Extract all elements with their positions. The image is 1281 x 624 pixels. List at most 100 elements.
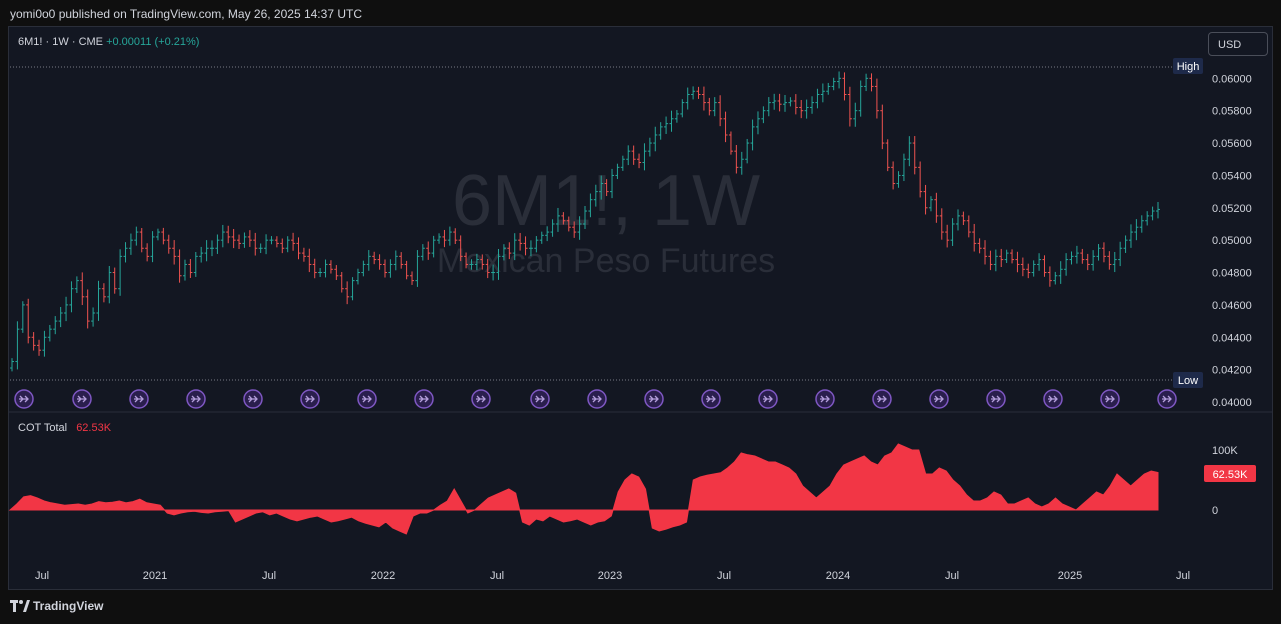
candle (150, 231, 155, 263)
candle (442, 229, 447, 248)
economic-event-icon[interactable] (14, 389, 34, 409)
cot-legend-name: COT Total (18, 422, 68, 434)
price-axis[interactable]: 0.04200 0.04400 0.04600 0.04800 0.05000 0.052… (1212, 73, 1252, 409)
time-tick-label: Jul (490, 570, 504, 582)
candle (426, 241, 431, 260)
economic-event-icon[interactable] (530, 389, 550, 409)
economic-event-icon[interactable] (1157, 389, 1177, 409)
time-tick-label: 2021 (143, 570, 167, 582)
candle (74, 276, 79, 293)
candle (728, 131, 733, 155)
candle (204, 240, 209, 262)
candle (312, 258, 317, 279)
cot-axis[interactable]: 100K 0 (1212, 445, 1238, 517)
candle (1026, 263, 1031, 279)
economic-event-icon[interactable] (72, 389, 92, 409)
candle (599, 175, 604, 200)
candle (485, 258, 490, 279)
publish-info: yomi0o0 published on TradingView.com, Ma… (10, 7, 362, 21)
candle (58, 306, 63, 328)
candle (891, 161, 896, 190)
candle (1118, 241, 1123, 267)
candle (745, 138, 750, 164)
candle (453, 228, 458, 244)
economic-event-icon[interactable] (758, 389, 778, 409)
event-markers[interactable] (14, 389, 1177, 409)
candle (91, 307, 96, 327)
tradingview-logo-icon (10, 600, 30, 612)
candle (1042, 255, 1047, 277)
symbol-legend[interactable]: 6M1! · 1W · CME +0.00011 (+0.21%) (18, 36, 200, 48)
candle (345, 281, 350, 305)
economic-event-icon[interactable] (357, 389, 377, 409)
candle (1139, 215, 1144, 233)
price-tick-label: 0.06000 (1212, 73, 1252, 85)
candle (193, 251, 198, 277)
candle (810, 96, 815, 114)
candle (545, 226, 550, 242)
candle (480, 254, 485, 270)
time-tick-label: 2022 (371, 570, 395, 582)
economic-event-icon[interactable] (986, 389, 1006, 409)
economic-event-icon[interactable] (1100, 389, 1120, 409)
cot-legend[interactable]: COT Total 62.53K (18, 422, 111, 434)
candle (420, 244, 425, 261)
candle (583, 205, 587, 230)
candle (896, 171, 901, 188)
economic-event-icon[interactable] (1043, 389, 1063, 409)
candle (707, 97, 712, 116)
candle (1004, 249, 1009, 263)
cot-tick-label: 100K (1212, 445, 1238, 457)
publish-header: yomi0o0 published on TradingView.com, Ma… (0, 0, 1281, 26)
candle (826, 82, 831, 95)
economic-event-icon[interactable] (644, 389, 664, 409)
currency-button[interactable]: USD (1208, 32, 1268, 56)
candle (701, 86, 706, 111)
candle (1064, 253, 1069, 276)
candle (26, 298, 31, 344)
economic-event-icon[interactable] (872, 389, 892, 409)
economic-event-icon[interactable] (186, 389, 206, 409)
candle (323, 259, 328, 278)
footer: TradingView (0, 590, 1281, 624)
candle (577, 216, 582, 240)
candle (658, 122, 663, 140)
candle (734, 144, 739, 174)
candle (1015, 251, 1020, 273)
candle (274, 236, 279, 248)
economic-event-icon[interactable] (129, 389, 149, 409)
candle (1134, 219, 1139, 241)
candle (939, 208, 944, 240)
economic-event-icon[interactable] (815, 389, 835, 409)
economic-event-icon[interactable] (929, 389, 949, 409)
candle (1145, 211, 1150, 226)
candle (874, 78, 879, 119)
price-tick-label: 0.05800 (1212, 106, 1252, 118)
candle (199, 246, 204, 263)
candle (328, 260, 333, 274)
candle (864, 73, 869, 92)
economic-event-icon[interactable] (587, 389, 607, 409)
economic-event-icon[interactable] (300, 389, 320, 409)
candle (950, 218, 955, 246)
candle (1010, 249, 1015, 264)
candle (37, 339, 42, 356)
candle (820, 83, 825, 103)
economic-event-icon[interactable] (471, 389, 491, 409)
candle (382, 259, 387, 278)
candle (64, 296, 69, 322)
candle (853, 102, 858, 127)
time-axis[interactable]: Jul 2021 Jul 2022 Jul 2023 Jul 2024 Jul 2025 Jul (35, 570, 1190, 582)
price-tick-label: 0.05600 (1212, 138, 1252, 150)
economic-event-icon[interactable] (243, 389, 263, 409)
time-tick-label: Jul (35, 570, 49, 582)
time-tick-label: Jul (945, 570, 959, 582)
economic-event-icon[interactable] (414, 389, 434, 409)
candle (550, 219, 555, 237)
candle (718, 95, 723, 127)
time-tick-label: 2023 (598, 570, 622, 582)
economic-event-icon[interactable] (701, 389, 721, 409)
candle (955, 209, 960, 231)
candle (988, 250, 993, 271)
